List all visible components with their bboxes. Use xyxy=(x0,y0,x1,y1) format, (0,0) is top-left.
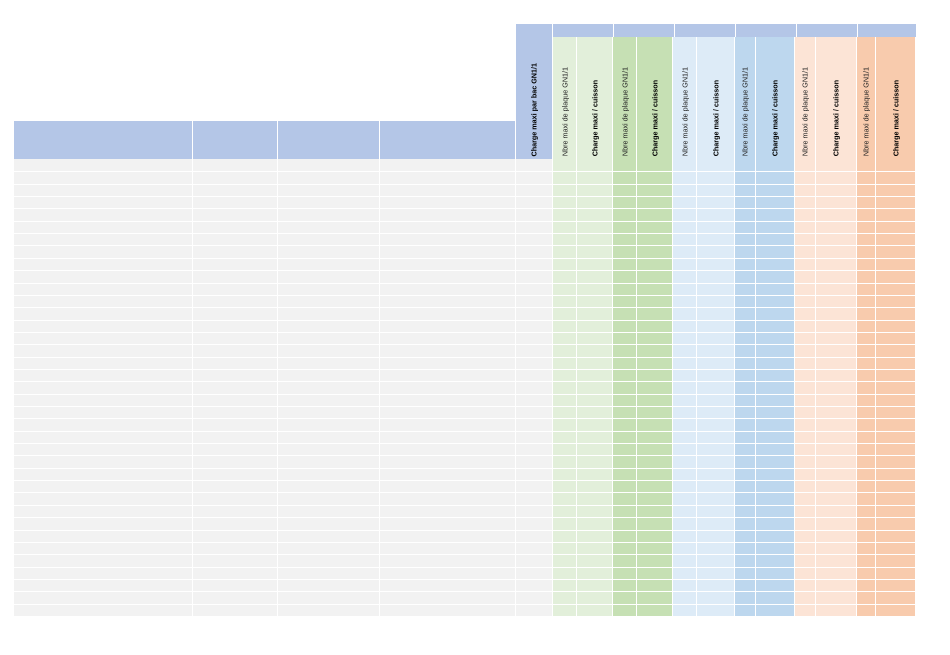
header-band-charge xyxy=(516,24,552,37)
header-band-group-5 xyxy=(797,24,857,37)
table-row-divider xyxy=(14,208,916,209)
table-row-divider xyxy=(14,184,916,185)
table-row-divider xyxy=(14,455,916,456)
table-row-divider xyxy=(14,245,916,246)
body-col-a[interactable] xyxy=(14,159,193,616)
table-row-divider xyxy=(14,604,916,605)
header-charge-1[interactable]: Charge maxi / cuisson xyxy=(577,37,613,159)
header-charge-per-bac-label: Charge maxi par bac GN1/1 xyxy=(529,62,539,156)
header-cell-b[interactable] xyxy=(193,121,278,159)
header-charge-per-bac[interactable]: Charge maxi par bac GN1/1 xyxy=(516,37,553,159)
table-row-divider xyxy=(14,171,916,172)
table-row-divider xyxy=(14,307,916,308)
header-charge-3[interactable]: Charge maxi / cuisson xyxy=(697,37,735,159)
header-charge-6[interactable]: Charge maxi / cuisson xyxy=(876,37,916,159)
header-cell-c[interactable] xyxy=(278,121,380,159)
table-row-divider xyxy=(14,381,916,382)
header-plaques-6-label: Nbre maxi de plaque GN1/1 xyxy=(861,66,871,156)
header-charge-4-label: Charge maxi / cuisson xyxy=(770,79,780,156)
header-charge-4[interactable]: Charge maxi / cuisson xyxy=(756,37,795,159)
table-row-divider xyxy=(14,505,916,506)
body-col-charge-2[interactable] xyxy=(637,159,673,616)
table-row-divider xyxy=(14,406,916,407)
header-charge-6-label: Charge maxi / cuisson xyxy=(890,79,900,156)
header-cell-a[interactable] xyxy=(14,121,193,159)
header-plaques-6[interactable]: Nbre maxi de plaque GN1/1 xyxy=(857,37,876,159)
body-col-plaques-1[interactable] xyxy=(553,159,577,616)
table-row-divider xyxy=(14,517,916,518)
table-row-divider xyxy=(14,468,916,469)
body-col-c[interactable] xyxy=(278,159,380,616)
table-row-divider xyxy=(14,344,916,345)
table-row-divider xyxy=(14,591,916,592)
header-charge-1-label: Charge maxi / cuisson xyxy=(589,79,599,156)
body-col-plaques-2[interactable] xyxy=(613,159,637,616)
table-row-divider xyxy=(14,443,916,444)
body-col-charge-3[interactable] xyxy=(697,159,735,616)
body-col-charge-per-bac[interactable] xyxy=(516,159,553,616)
header-plaques-5-label: Nbre maxi de plaque GN1/1 xyxy=(800,66,810,156)
body-col-charge-5[interactable] xyxy=(816,159,857,616)
table-row-divider xyxy=(14,258,916,259)
header-plaques-5[interactable]: Nbre maxi de plaque GN1/1 xyxy=(795,37,816,159)
header-band-group-1 xyxy=(553,24,613,37)
header-charge-3-label: Charge maxi / cuisson xyxy=(710,79,720,156)
table-row-divider xyxy=(14,320,916,321)
table-row-divider xyxy=(14,431,916,432)
header-charge-2[interactable]: Charge maxi / cuisson xyxy=(637,37,673,159)
table-row-divider xyxy=(14,480,916,481)
table-row-divider xyxy=(14,567,916,568)
header-plaques-1-label: Nbre maxi de plaque GN1/1 xyxy=(559,66,569,156)
body-col-plaques-5[interactable] xyxy=(795,159,816,616)
header-band-group-4 xyxy=(736,24,796,37)
table-row-divider xyxy=(14,332,916,333)
table-row-divider xyxy=(14,196,916,197)
table-row-divider xyxy=(14,542,916,543)
header-band-group-3 xyxy=(675,24,735,37)
body-col-charge-4[interactable] xyxy=(756,159,795,616)
body-col-plaques-3[interactable] xyxy=(673,159,697,616)
header-charge-2-label: Charge maxi / cuisson xyxy=(649,79,659,156)
table-row-divider xyxy=(14,221,916,222)
header-plaques-2-label: Nbre maxi de plaque GN1/1 xyxy=(619,66,629,156)
table-row-divider xyxy=(14,357,916,358)
table-row-divider xyxy=(14,369,916,370)
body-col-d[interactable] xyxy=(380,159,516,616)
header-charge-5[interactable]: Charge maxi / cuisson xyxy=(816,37,857,159)
header-charge-5-label: Charge maxi / cuisson xyxy=(831,79,841,156)
body-col-charge-1[interactable] xyxy=(577,159,613,616)
header-plaques-1[interactable]: Nbre maxi de plaque GN1/1 xyxy=(553,37,577,159)
table-row-divider xyxy=(14,579,916,580)
header-plaques-3[interactable]: Nbre maxi de plaque GN1/1 xyxy=(673,37,697,159)
header-cell-d[interactable] xyxy=(380,121,516,159)
header-plaques-4[interactable]: Nbre maxi de plaque GN1/1 xyxy=(735,37,756,159)
table-row-divider xyxy=(14,530,916,531)
body-col-plaques-6[interactable] xyxy=(857,159,876,616)
table-row-divider xyxy=(14,492,916,493)
table-row-divider xyxy=(14,233,916,234)
body-col-plaques-4[interactable] xyxy=(735,159,756,616)
table-row-divider xyxy=(14,554,916,555)
header-plaques-3-label: Nbre maxi de plaque GN1/1 xyxy=(679,66,689,156)
header-plaques-4-label: Nbre maxi de plaque GN1/1 xyxy=(740,66,750,156)
table-row-divider xyxy=(14,394,916,395)
table-row-divider xyxy=(14,270,916,271)
body-col-b[interactable] xyxy=(193,159,278,616)
table-row-divider xyxy=(14,418,916,419)
header-plaques-2[interactable]: Nbre maxi de plaque GN1/1 xyxy=(613,37,637,159)
table-row-divider xyxy=(14,283,916,284)
header-band-group-6 xyxy=(858,24,916,37)
table-row-divider xyxy=(14,295,916,296)
header-band-group-2 xyxy=(614,24,674,37)
body-col-charge-6[interactable] xyxy=(876,159,916,616)
